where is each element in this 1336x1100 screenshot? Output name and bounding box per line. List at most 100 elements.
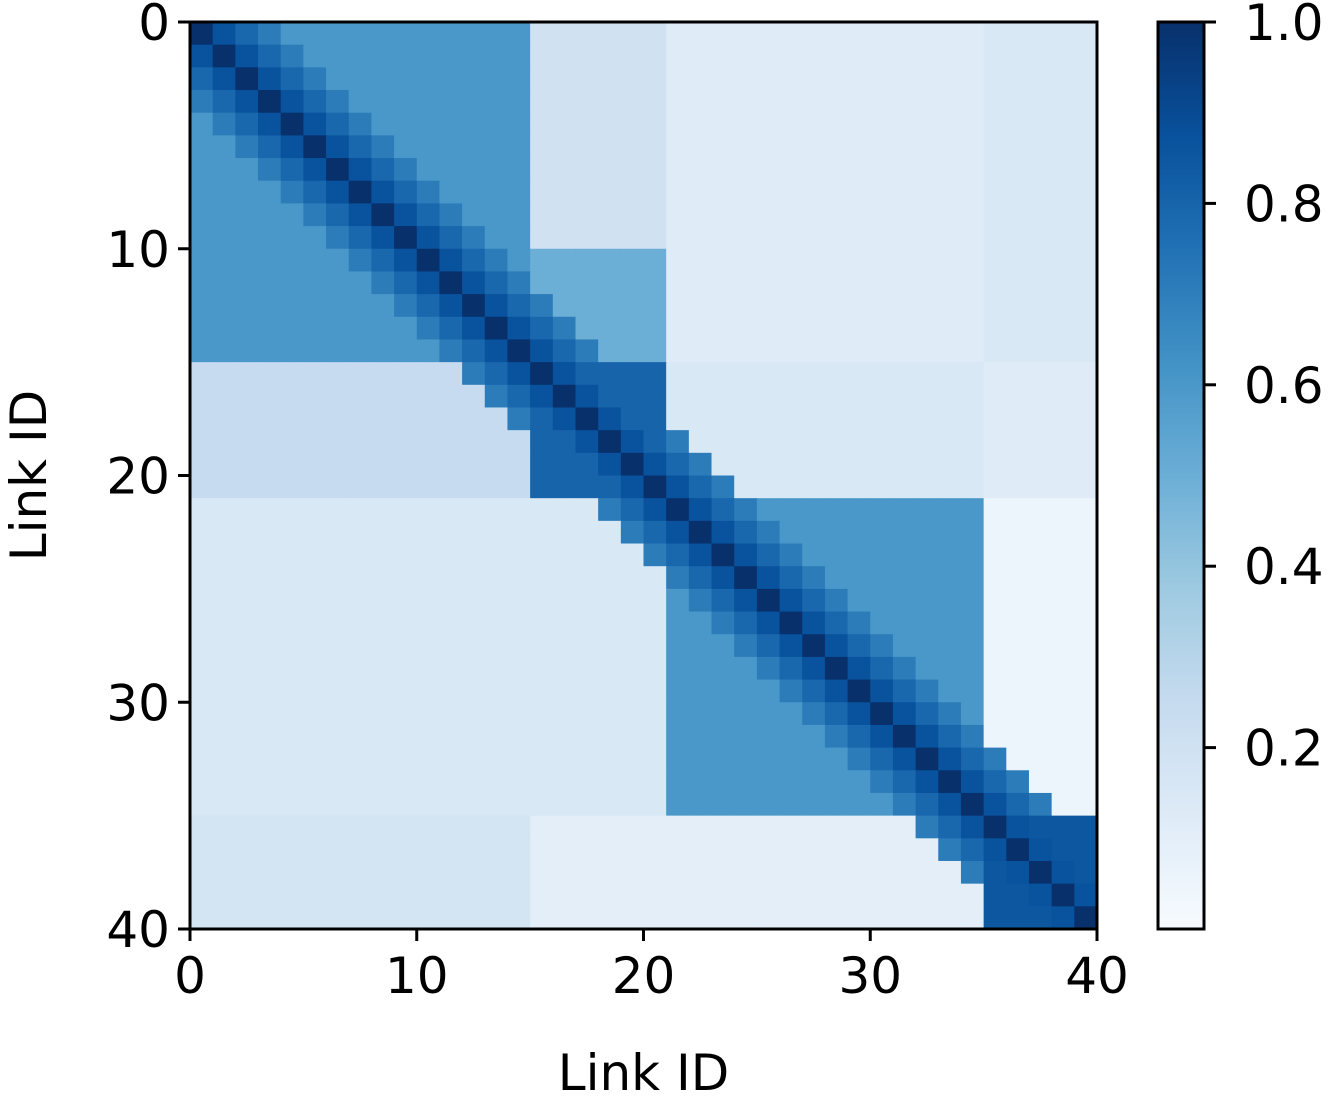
heatmap-cell bbox=[258, 135, 282, 159]
heatmap-cell bbox=[326, 724, 350, 749]
heatmap-cell bbox=[1051, 498, 1075, 522]
heatmap-cell bbox=[620, 22, 645, 46]
colorbar bbox=[1156, 20, 1206, 931]
heatmap-cell bbox=[303, 838, 327, 862]
heatmap-cell bbox=[1051, 906, 1075, 930]
heatmap-cell bbox=[802, 112, 826, 136]
heatmap-cell bbox=[915, 815, 939, 839]
heatmap-cell bbox=[892, 656, 917, 681]
heatmap-cell bbox=[416, 679, 441, 703]
heatmap-cell bbox=[484, 407, 509, 431]
heatmap-cell bbox=[394, 384, 418, 409]
heatmap-cell bbox=[734, 815, 758, 839]
heatmap-cell bbox=[1074, 407, 1098, 431]
heatmap-cell bbox=[484, 611, 509, 635]
heatmap-cell bbox=[552, 180, 577, 204]
heatmap-cell bbox=[439, 656, 463, 681]
heatmap-cell bbox=[598, 44, 622, 68]
heatmap-cell bbox=[620, 90, 645, 114]
heatmap-cell bbox=[734, 362, 758, 386]
heatmap-cell bbox=[711, 180, 735, 204]
heatmap-cell bbox=[938, 22, 962, 46]
heatmap-cell bbox=[688, 860, 713, 885]
heatmap-cell bbox=[598, 226, 622, 250]
heatmap-cell bbox=[530, 112, 554, 136]
heatmap-cell bbox=[688, 384, 713, 409]
heatmap-cell bbox=[303, 815, 327, 839]
heatmap-cell bbox=[711, 271, 735, 295]
heatmap-cell bbox=[212, 860, 236, 885]
heatmap-cell bbox=[1028, 883, 1053, 907]
x-tick-label: 0 bbox=[174, 947, 206, 1005]
heatmap-cell bbox=[190, 588, 214, 613]
heatmap-cell bbox=[620, 158, 645, 182]
heatmap-cell bbox=[870, 112, 894, 136]
heatmap-cell bbox=[1074, 22, 1098, 46]
heatmap-cell bbox=[439, 702, 463, 726]
heatmap-cell bbox=[598, 430, 622, 454]
heatmap-cell bbox=[779, 792, 803, 817]
heatmap-cell bbox=[484, 724, 509, 749]
heatmap-cell bbox=[711, 203, 735, 227]
heatmap-cell bbox=[507, 475, 531, 499]
heatmap-cell bbox=[326, 883, 350, 907]
heatmap-cell bbox=[1074, 611, 1098, 635]
heatmap-cell bbox=[394, 543, 418, 567]
heatmap-cell bbox=[326, 792, 350, 817]
heatmap-cell bbox=[915, 22, 939, 46]
heatmap-cell bbox=[870, 679, 894, 703]
heatmap-cell bbox=[1028, 475, 1053, 499]
heatmap-cell bbox=[870, 747, 894, 771]
heatmap-cell bbox=[394, 226, 418, 250]
heatmap-cell bbox=[666, 180, 690, 204]
x-tick-label: 30 bbox=[838, 947, 902, 1005]
heatmap-cell bbox=[802, 770, 826, 794]
heatmap-cell bbox=[1074, 180, 1098, 204]
heatmap-cell bbox=[598, 838, 622, 862]
heatmap-cell bbox=[258, 452, 282, 477]
heatmap-cell bbox=[552, 135, 577, 159]
heatmap-cell bbox=[711, 679, 735, 703]
heatmap-cell bbox=[847, 158, 871, 182]
heatmap-cell bbox=[802, 271, 826, 295]
heatmap-cell bbox=[280, 180, 304, 204]
heatmap-cell bbox=[1006, 611, 1030, 635]
heatmap-cell bbox=[303, 770, 327, 794]
colorbar-tick-label: 0.2 bbox=[1244, 720, 1324, 778]
heatmap-cell bbox=[348, 883, 373, 907]
heatmap-cell bbox=[462, 316, 486, 341]
heatmap-cell bbox=[938, 475, 962, 499]
heatmap-cell bbox=[983, 634, 1007, 658]
heatmap-cell bbox=[348, 180, 373, 204]
heatmap-cell bbox=[416, 770, 441, 794]
heatmap-cell bbox=[484, 90, 509, 114]
heatmap-cell bbox=[575, 248, 599, 273]
heatmap-cell bbox=[1006, 226, 1030, 250]
heatmap-cell bbox=[212, 271, 236, 295]
heatmap-cell bbox=[915, 566, 939, 590]
heatmap-cell bbox=[326, 362, 350, 386]
heatmap-cell bbox=[620, 203, 645, 227]
heatmap-cell bbox=[439, 248, 463, 273]
heatmap-cell bbox=[507, 362, 531, 386]
heatmap-cell bbox=[258, 770, 282, 794]
heatmap-cell bbox=[552, 271, 577, 295]
heatmap-cell bbox=[212, 792, 236, 817]
heatmap-cell bbox=[552, 226, 577, 250]
heatmap-cell bbox=[1028, 248, 1053, 273]
heatmap-cell bbox=[462, 339, 486, 363]
heatmap-cell bbox=[1028, 112, 1053, 136]
heatmap-cell bbox=[258, 543, 282, 567]
heatmap-cell bbox=[1074, 702, 1098, 726]
heatmap-cell bbox=[1006, 430, 1030, 454]
heatmap-cell bbox=[1006, 67, 1030, 91]
heatmap-cell bbox=[983, 860, 1007, 885]
heatmap-cell bbox=[643, 203, 667, 227]
heatmap-cell bbox=[212, 407, 236, 431]
heatmap-cell bbox=[802, 316, 826, 341]
heatmap-cell bbox=[1051, 112, 1075, 136]
heatmap-cell bbox=[870, 770, 894, 794]
heatmap-cell bbox=[462, 294, 486, 318]
heatmap-cell bbox=[892, 475, 917, 499]
heatmap-cell bbox=[892, 860, 917, 885]
